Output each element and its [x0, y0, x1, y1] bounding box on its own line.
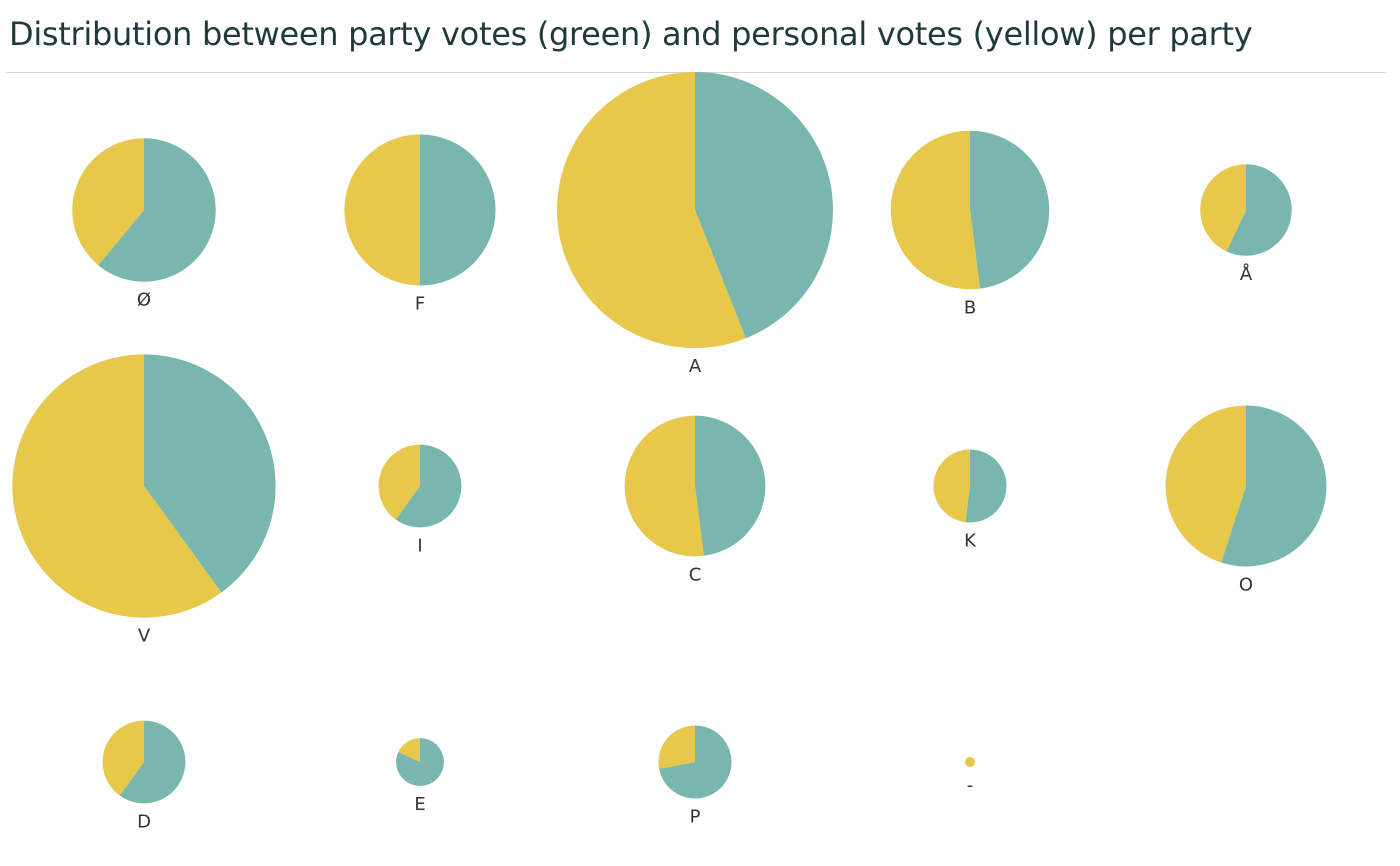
pie-10-party-votes-slice[interactable] [1221, 405, 1327, 567]
pie-2-label: F [415, 294, 425, 315]
pie-6-label: V [138, 626, 151, 647]
pie-8-personal-votes-slice[interactable] [624, 415, 704, 557]
pie-7-party-votes-slice[interactable] [395, 444, 462, 528]
pie-13-label: P [690, 807, 701, 828]
pie-8-party-votes-slice[interactable] [695, 415, 766, 556]
pie-12[interactable]: E [396, 738, 444, 815]
pie-5[interactable]: Å [1200, 164, 1292, 285]
pie-5-personal-votes-slice[interactable] [1200, 164, 1246, 252]
pie-11[interactable]: D [102, 720, 186, 833]
pie-4-party-votes-slice[interactable] [970, 130, 1050, 289]
pie-12-party-votes-slice[interactable] [396, 738, 444, 786]
pie-2-personal-votes-slice[interactable] [344, 134, 420, 286]
pie-10[interactable]: O [1165, 405, 1327, 596]
pie-3-party-votes-slice[interactable] [695, 72, 834, 339]
pie-2-party-votes-slice[interactable] [420, 134, 496, 286]
pie-14[interactable]: - [965, 757, 975, 796]
pie-11-party-votes-slice[interactable] [119, 720, 186, 804]
pie-3-label: A [689, 356, 702, 377]
pie-12-personal-votes-slice[interactable] [398, 738, 420, 762]
pie-6[interactable]: V [12, 354, 276, 647]
pie-14-personal-votes-slice[interactable] [965, 757, 975, 767]
chart-title: Distribution between party votes (green)… [9, 15, 1253, 53]
pie-12-label: E [414, 794, 425, 815]
pie-4-personal-votes-slice[interactable] [890, 130, 980, 290]
pie-7[interactable]: I [378, 444, 462, 557]
pie-3-personal-votes-slice[interactable] [557, 72, 746, 348]
pie-13[interactable]: P [658, 725, 732, 828]
pie-9-personal-votes-slice[interactable] [933, 449, 970, 523]
pie-9-label: K [964, 531, 977, 552]
pie-9[interactable]: K [933, 449, 1007, 552]
pie-5-party-votes-slice[interactable] [1226, 164, 1292, 256]
pie-6-personal-votes-slice[interactable] [12, 354, 222, 618]
pie-13-party-votes-slice[interactable] [659, 725, 732, 799]
pie-9-party-votes-slice[interactable] [965, 449, 1007, 523]
pie-2[interactable]: F [344, 134, 496, 315]
pie-8-label: C [689, 564, 702, 585]
pie-1[interactable]: Ø [72, 138, 216, 311]
pie-5-label: Å [1240, 263, 1253, 285]
pie-14-label: - [967, 775, 974, 796]
pie-7-label: I [417, 535, 422, 556]
pie-4-label: B [964, 297, 976, 318]
pie-10-personal-votes-slice[interactable] [1165, 405, 1246, 563]
pie-1-label: Ø [137, 290, 151, 311]
pie-3[interactable]: A [557, 72, 834, 377]
pie-6-party-votes-slice[interactable] [144, 354, 276, 593]
pie-13-personal-votes-slice[interactable] [658, 725, 695, 769]
pie-11-label: D [137, 811, 151, 832]
pie-8[interactable]: C [624, 415, 766, 586]
pie-4[interactable]: B [890, 130, 1050, 319]
pie-7-personal-votes-slice[interactable] [378, 444, 420, 520]
pie-10-label: O [1239, 574, 1253, 595]
pie-11-personal-votes-slice[interactable] [102, 720, 144, 796]
pie-1-personal-votes-slice[interactable] [72, 138, 144, 266]
pie-1-party-votes-slice[interactable] [98, 138, 216, 282]
